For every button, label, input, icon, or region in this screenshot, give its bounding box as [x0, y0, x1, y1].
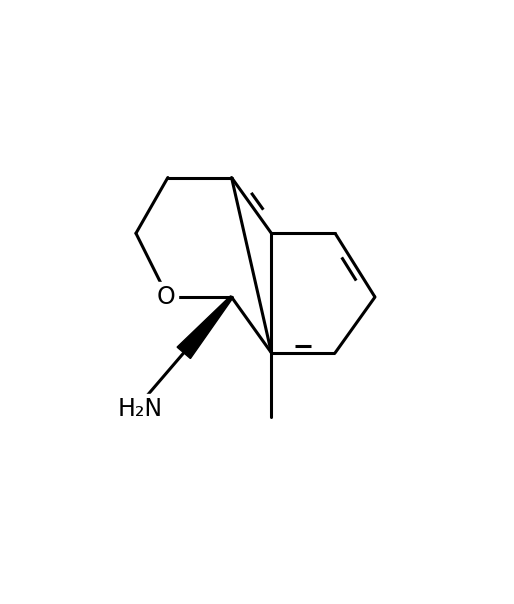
- Polygon shape: [177, 296, 233, 359]
- Text: H₂N: H₂N: [117, 397, 162, 420]
- Text: O: O: [156, 285, 175, 309]
